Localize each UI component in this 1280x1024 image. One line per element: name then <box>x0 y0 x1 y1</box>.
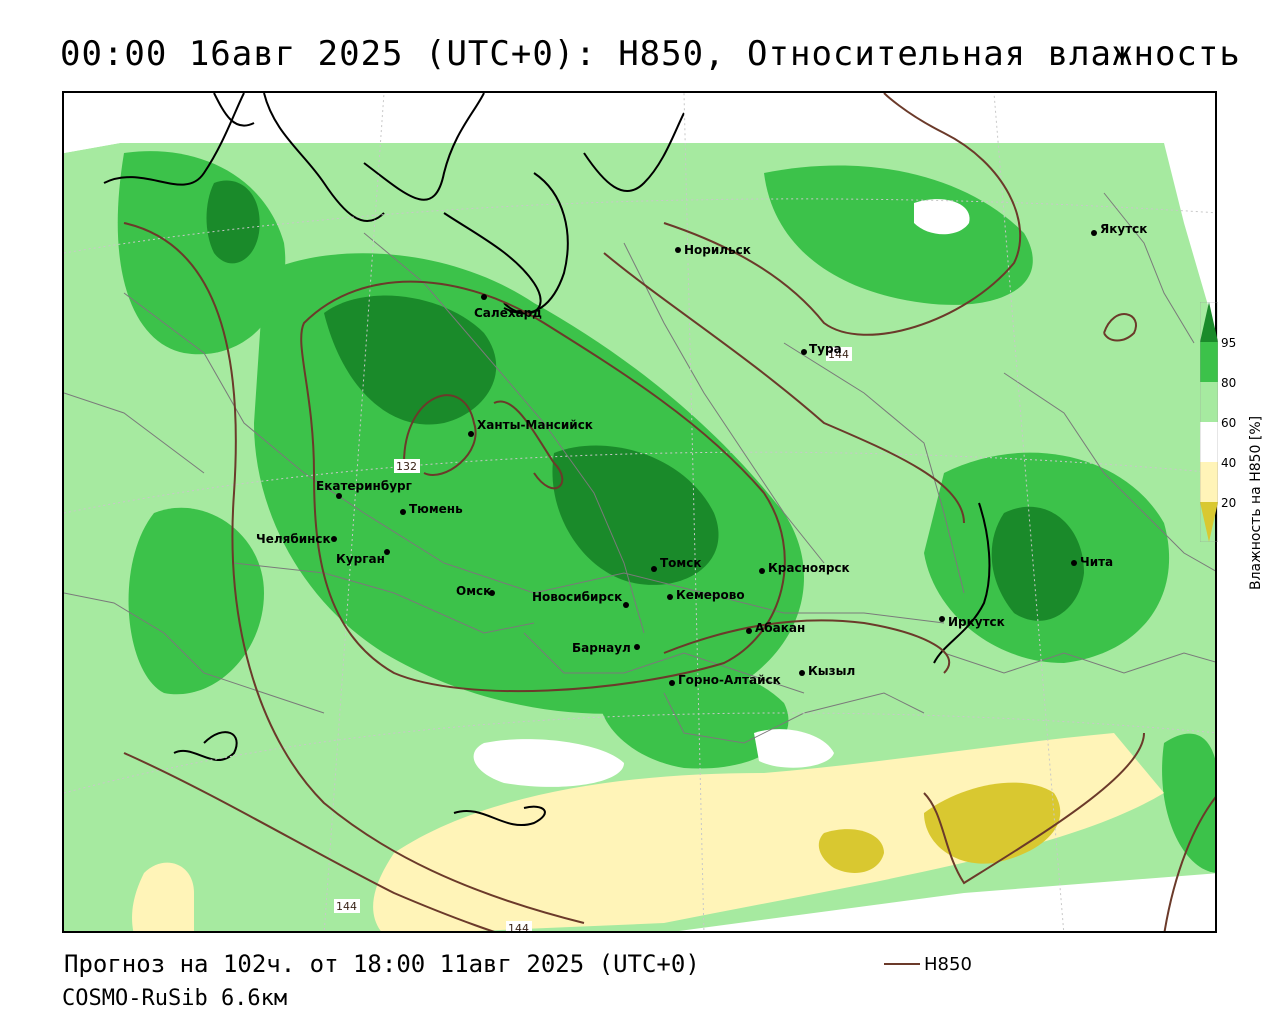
contour-label: 144 <box>508 922 529 933</box>
city-label: Тюмень <box>409 502 463 516</box>
humidity-50-patches <box>473 199 970 787</box>
model-name: COSMO-RuSib 6.6км <box>62 986 288 1011</box>
city-label: Ханты-Мансийск <box>477 418 593 432</box>
city-marker <box>675 247 681 253</box>
city-marker <box>331 536 337 542</box>
city-marker <box>481 294 487 300</box>
weather-map: 132 144 144 144 Салехард Норильск Якутск… <box>62 91 1217 933</box>
city-label: Омск <box>456 584 491 598</box>
map-canvas: 132 144 144 144 Салехард Норильск Якутск… <box>64 93 1215 933</box>
city-label: Абакан <box>755 621 805 635</box>
city-marker <box>799 670 805 676</box>
h850-isolines <box>123 93 1215 931</box>
city-marker <box>384 549 390 555</box>
colorbar-bottom-arrow <box>1200 502 1218 542</box>
humidity-95-areas <box>206 180 1084 621</box>
city-label: Курган <box>336 552 385 566</box>
colorbar-tick: 60 <box>1221 416 1237 430</box>
city-marker <box>468 431 474 437</box>
city-marker <box>489 590 495 596</box>
city-marker <box>1091 230 1097 236</box>
city-marker <box>336 493 342 499</box>
city-label: Барнаул <box>572 641 631 655</box>
colorbar-tick: 80 <box>1221 376 1237 390</box>
city-label: Норильск <box>684 243 751 257</box>
city-label: Томск <box>660 556 702 570</box>
city-marker <box>801 349 807 355</box>
city-marker <box>939 616 945 622</box>
city-label: Якутск <box>1100 222 1147 236</box>
city-label: Горно-Алтайск <box>678 673 781 687</box>
region-borders <box>64 192 1215 744</box>
colorbar-80-60 <box>1200 382 1218 422</box>
city-marker <box>651 566 657 572</box>
colorbar-95-80 <box>1200 342 1218 382</box>
colorbar-tick: 20 <box>1221 496 1237 510</box>
colorbar-top-arrow <box>1200 302 1218 342</box>
city-label: Кемерово <box>676 588 745 602</box>
city-label: Челябинск <box>256 532 331 546</box>
city-label: Салехард <box>474 306 542 320</box>
contour-label: 144 <box>336 900 357 913</box>
city-marker <box>759 568 765 574</box>
contour-labels: 132 144 144 144 <box>334 347 852 933</box>
graticule <box>64 93 1215 931</box>
city-label: Чита <box>1080 555 1113 569</box>
outside-domain-top <box>64 93 1215 153</box>
colorbar-40-20 <box>1200 462 1218 502</box>
colorbar-tick: 95 <box>1221 336 1237 350</box>
h850-legend-line <box>884 963 920 965</box>
city-label: Иркутск <box>948 615 1005 629</box>
city-marker <box>400 509 406 515</box>
colorbar-60-40 <box>1200 422 1218 462</box>
city-label: Кызыл <box>808 664 855 678</box>
city-label: Екатеринбург <box>316 479 412 493</box>
cities: Салехард Норильск Якутск Тура Ханты-Манс… <box>256 222 1147 687</box>
map-title: 00:00 16авг 2025 (UTC+0): H850, Относите… <box>60 34 1241 74</box>
contour-label: 144 <box>828 348 849 361</box>
contour-label: 132 <box>396 460 417 473</box>
forecast-info: Прогноз на 102ч. от 18:00 11авг 2025 (UT… <box>64 950 700 978</box>
city-marker <box>623 602 629 608</box>
city-marker <box>634 644 640 650</box>
humidity-40-areas <box>132 733 1164 931</box>
city-label: Новосибирск <box>532 590 622 604</box>
humidity-colorbar <box>1200 302 1218 542</box>
colorbar-tick: 40 <box>1221 456 1237 470</box>
coastlines <box>103 93 991 826</box>
city-label: Красноярск <box>768 561 850 575</box>
city-marker <box>669 680 675 686</box>
h850-legend-label: H850 <box>924 954 972 975</box>
city-label: Тура <box>809 342 842 356</box>
colorbar-title: Влажность на H850 [%] <box>1248 415 1264 590</box>
city-marker <box>1071 560 1077 566</box>
city-marker <box>667 594 673 600</box>
city-marker <box>746 628 752 634</box>
